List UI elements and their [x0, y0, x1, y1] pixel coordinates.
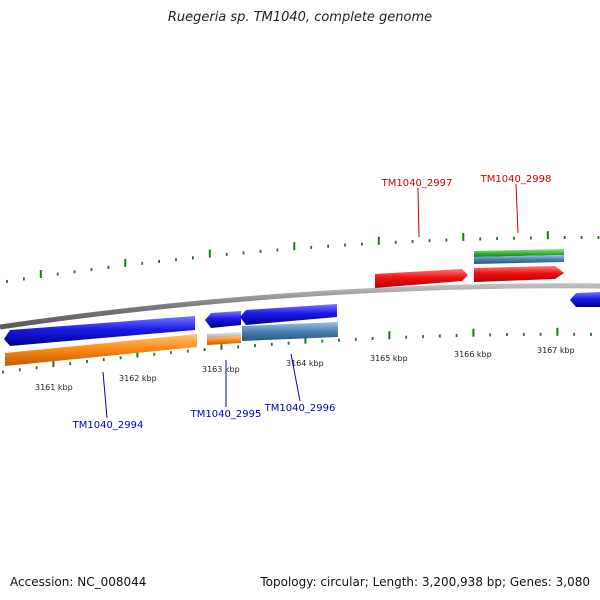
gene-label-tm1040-2997[interactable]: TM1040_2997	[381, 178, 453, 189]
rna-feature-bar	[474, 249, 564, 257]
cds-bar-tm1040-2994	[5, 334, 197, 366]
genome-summary-text: Topology: circular; Length: 3,200,938 bp…	[260, 575, 590, 589]
gene-arrow-tm1040-2996[interactable]	[240, 304, 337, 325]
upper-tick-track	[6, 231, 600, 283]
gene-arrow-tm1040-2994[interactable]	[4, 316, 195, 346]
gene-label-tm1040-2994[interactable]: TM1040_2994	[72, 420, 144, 431]
gene-arrow-next[interactable]	[570, 292, 600, 307]
kbp-label: 3165 kbp	[370, 354, 408, 363]
misc-feature-bar-tm1040-2996	[242, 322, 338, 341]
label-leader-tm1040-2998	[515, 183, 519, 234]
label-leader-tm1040-2996	[290, 353, 301, 402]
cds-bar-tm1040-2995	[207, 336, 241, 345]
kbp-label: 3163 kbp	[202, 365, 240, 374]
gene-arrow-tm1040-2998[interactable]	[474, 266, 564, 282]
gene-arrow-tm1040-2995[interactable]	[205, 311, 241, 328]
label-leader-tm1040-2997	[417, 187, 420, 238]
misc-feature-bar	[474, 255, 564, 264]
label-leader-tm1040-2994	[102, 371, 108, 419]
gene-arrow-tm1040-2997[interactable]	[375, 269, 468, 288]
accession-text: Accession: NC_008044	[10, 575, 147, 589]
gene-label-tm1040-2996[interactable]: TM1040_2996	[264, 403, 336, 414]
kbp-label: 3166 kbp	[454, 350, 492, 359]
lower-tick-track	[2, 327, 592, 374]
kbp-label: 3167 kbp	[537, 346, 575, 355]
gene-label-tm1040-2995[interactable]: TM1040_2995	[190, 409, 262, 420]
kbp-label: 3162 kbp	[119, 374, 157, 383]
map-title: Ruegeria sp. TM1040, complete genome	[167, 10, 433, 25]
genome-backbone	[0, 283, 600, 330]
kbp-label: 3164 kbp	[286, 359, 324, 368]
gene-label-tm1040-2998[interactable]: TM1040_2998	[480, 174, 552, 185]
kbp-label: 3161 kbp	[35, 383, 73, 392]
